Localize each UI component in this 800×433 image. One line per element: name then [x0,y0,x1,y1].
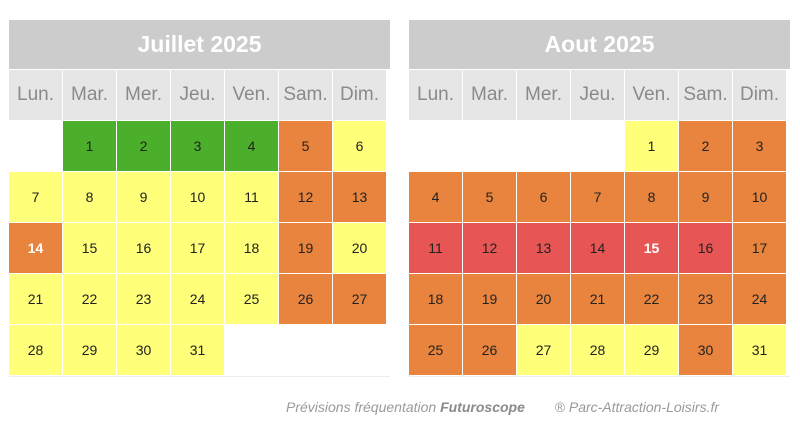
day-cell-2: 2 [117,121,170,171]
day-cell-empty [463,121,516,171]
day-cell-10: 10 [733,172,786,222]
day-cell-6: 6 [517,172,570,222]
weekday-header-row: Lun. Mar. Mer. Jeu. Ven. Sam. Dim. [9,69,390,120]
weekday-friday: Ven. [625,70,678,120]
day-cell-8: 8 [625,172,678,222]
day-cell-22: 22 [625,274,678,324]
day-cell-empty [517,121,570,171]
day-cell-11: 11 [225,172,278,222]
day-cell-12: 12 [463,223,516,273]
day-cell-empty [279,325,332,375]
day-cell-27: 27 [517,325,570,375]
day-cell-4: 4 [409,172,462,222]
day-cell-empty [9,121,62,171]
day-grid: 1 2 3 4 5 6 7 8 9 10 11 12 13 14 15 16 17 18 19 20 21 22 23 24 2… [409,121,790,375]
weekday-thursday: Jeu. [171,70,224,120]
day-cell-24: 24 [733,274,786,324]
weekday-thursday: Jeu. [571,70,624,120]
day-cell-empty [333,325,386,375]
day-cell-25: 25 [225,274,278,324]
day-cell-6: 6 [333,121,386,171]
day-cell-30: 30 [679,325,732,375]
weekday-friday: Ven. [225,70,278,120]
day-cell-14: 14 [9,223,62,273]
day-cell-19: 19 [463,274,516,324]
day-cell-17: 17 [733,223,786,273]
day-cell-12: 12 [279,172,332,222]
day-grid: 1 2 3 4 5 6 7 8 9 10 11 12 13 14 15 16 17 18 19 20 21 22 23 24 2… [9,121,390,375]
calendar-august: Aout 2025 Lun. Mar. Mer. Jeu. Ven. Sam. … [409,20,790,391]
weekday-saturday: Sam. [279,70,332,120]
day-cell-10: 10 [171,172,224,222]
day-cell-9: 9 [679,172,732,222]
calendar-title: Aout 2025 [409,20,790,69]
weekday-sunday: Dim. [733,70,786,120]
day-cell-21: 21 [571,274,624,324]
day-cell-8: 8 [63,172,116,222]
weekday-saturday: Sam. [679,70,732,120]
day-cell-23: 23 [117,274,170,324]
footer-brand: Futuroscope [440,399,525,415]
day-cell-20: 20 [333,223,386,273]
day-cell-9: 9 [117,172,170,222]
day-cell-24: 24 [171,274,224,324]
day-cell-empty [409,121,462,171]
day-cell-26: 26 [279,274,332,324]
day-cell-27: 27 [333,274,386,324]
calendar-bottom-strip [409,376,790,391]
calendar-july: Juillet 2025 Lun. Mar. Mer. Jeu. Ven. Sa… [9,20,390,391]
weekday-monday: Lun. [409,70,462,120]
day-cell-2: 2 [679,121,732,171]
day-cell-30: 30 [117,325,170,375]
weekday-tuesday: Mar. [63,70,116,120]
day-cell-3: 3 [733,121,786,171]
day-cell-5: 5 [463,172,516,222]
weekday-monday: Lun. [9,70,62,120]
weekday-wednesday: Mer. [117,70,170,120]
day-cell-21: 21 [9,274,62,324]
weekday-tuesday: Mar. [463,70,516,120]
day-cell-13: 13 [517,223,570,273]
day-cell-17: 17 [171,223,224,273]
day-cell-16: 16 [679,223,732,273]
day-cell-15: 15 [63,223,116,273]
day-cell-4: 4 [225,121,278,171]
day-cell-7: 7 [571,172,624,222]
day-cell-18: 18 [409,274,462,324]
day-cell-7: 7 [9,172,62,222]
day-cell-22: 22 [63,274,116,324]
weekday-header-row: Lun. Mar. Mer. Jeu. Ven. Sam. Dim. [409,69,790,120]
day-cell-23: 23 [679,274,732,324]
day-cell-26: 26 [463,325,516,375]
calendar-bottom-strip [9,376,390,391]
day-cell-19: 19 [279,223,332,273]
day-cell-31: 31 [733,325,786,375]
day-cell-5: 5 [279,121,332,171]
footer-prefix: Prévisions fréquentation [286,399,437,415]
footer-caption: Prévisions fréquentation Futuroscope ® P… [286,399,719,415]
day-cell-16: 16 [117,223,170,273]
day-cell-3: 3 [171,121,224,171]
day-cell-28: 28 [571,325,624,375]
weekday-wednesday: Mer. [517,70,570,120]
day-cell-25: 25 [409,325,462,375]
day-cell-15: 15 [625,223,678,273]
calendar-title: Juillet 2025 [9,20,390,69]
day-cell-29: 29 [63,325,116,375]
day-cell-18: 18 [225,223,278,273]
weekday-sunday: Dim. [333,70,386,120]
footer-credit: ® Parc-Attraction-Loisirs.fr [554,399,720,415]
day-cell-empty [225,325,278,375]
day-cell-13: 13 [333,172,386,222]
day-cell-11: 11 [409,223,462,273]
day-cell-14: 14 [571,223,624,273]
day-cell-28: 28 [9,325,62,375]
day-cell-1: 1 [63,121,116,171]
day-cell-empty [571,121,624,171]
day-cell-20: 20 [517,274,570,324]
day-cell-29: 29 [625,325,678,375]
day-cell-1: 1 [625,121,678,171]
day-cell-31: 31 [171,325,224,375]
